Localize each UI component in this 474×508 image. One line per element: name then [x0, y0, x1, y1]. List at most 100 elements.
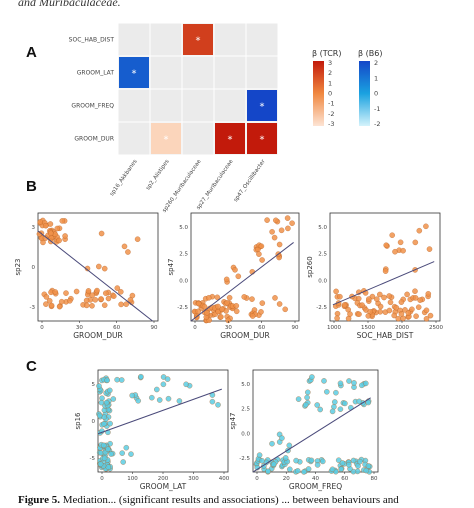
x-tick-label: 90	[151, 325, 158, 331]
y-tick-label: 0	[32, 265, 36, 271]
data-point	[48, 230, 54, 237]
data-point	[365, 463, 372, 469]
legend-b6-bar	[359, 61, 370, 126]
data-point	[423, 223, 429, 230]
data-point	[62, 233, 68, 239]
data-point	[335, 457, 342, 463]
legend-tcr-title: β (TCR)	[312, 49, 341, 58]
data-point	[282, 306, 288, 313]
heatmap-cell	[247, 123, 277, 154]
data-point	[386, 307, 393, 314]
data-point	[398, 311, 405, 317]
data-point	[219, 306, 225, 312]
data-point	[195, 300, 202, 307]
data-point	[309, 374, 315, 380]
x-axis-label: GROOM_LAT	[140, 482, 187, 491]
data-point	[233, 308, 240, 315]
heatmap-cell	[151, 123, 181, 154]
data-point	[125, 249, 131, 255]
y-tick-label: 5.0	[179, 225, 188, 231]
data-point	[409, 306, 415, 313]
data-point	[416, 227, 423, 234]
x-tick-label: 1000	[327, 325, 341, 331]
data-point	[342, 400, 348, 407]
data-point	[333, 389, 339, 396]
data-point	[129, 392, 135, 399]
data-point	[320, 458, 326, 465]
heatmap-significance-star: *	[260, 102, 265, 113]
data-point	[333, 288, 339, 295]
data-point	[114, 285, 121, 291]
data-point	[104, 377, 110, 384]
data-point	[67, 298, 73, 304]
x-tick-label: 0	[193, 325, 197, 331]
data-point	[317, 406, 323, 413]
y-tick-label: 5	[92, 382, 96, 388]
data-point	[276, 301, 283, 307]
data-point	[397, 239, 404, 246]
data-point	[387, 299, 394, 306]
data-point	[404, 291, 410, 298]
data-point	[128, 451, 134, 457]
data-point	[314, 462, 321, 468]
data-point	[301, 469, 307, 475]
data-point	[96, 263, 102, 270]
x-tick-label: 40	[312, 476, 319, 482]
data-point	[314, 402, 320, 408]
data-point	[256, 452, 263, 458]
heatmap-cell	[183, 24, 213, 55]
y-axis-label: sp47	[167, 259, 175, 276]
x-axis-label: GROOM_DUR	[220, 331, 270, 340]
y-tick-label: 5.0	[241, 382, 250, 388]
data-point	[94, 287, 100, 294]
data-point	[329, 408, 336, 415]
data-point	[118, 301, 124, 308]
data-point	[363, 380, 369, 387]
y-tick-label: -5	[90, 456, 96, 462]
data-point	[223, 276, 230, 283]
legend-tick-label: 2	[328, 69, 332, 77]
data-point	[101, 455, 108, 462]
data-point	[305, 466, 312, 472]
data-point	[154, 386, 160, 393]
panel-label-a: A	[26, 44, 37, 61]
y-tick-label: 5.0	[318, 225, 327, 231]
legend-tick-label: 0	[328, 90, 332, 98]
data-point	[226, 294, 233, 301]
y-tick-label: 0.0	[318, 278, 327, 284]
data-point	[339, 460, 346, 466]
data-point	[156, 397, 163, 403]
data-point	[271, 234, 278, 241]
legend-tick-label: 3	[328, 59, 332, 67]
data-point	[264, 217, 270, 223]
data-point	[206, 295, 212, 301]
data-point	[96, 383, 102, 389]
data-point	[105, 446, 111, 453]
data-point	[346, 378, 352, 384]
data-point	[232, 267, 238, 273]
panel-label-b: B	[26, 178, 37, 195]
data-point	[63, 290, 69, 296]
data-point	[204, 310, 210, 316]
legend-tick-label: 1	[374, 74, 378, 82]
data-point	[103, 290, 109, 296]
data-point	[337, 293, 343, 300]
data-point	[294, 468, 301, 474]
data-point	[138, 373, 144, 380]
data-point	[337, 406, 344, 412]
data-point	[52, 289, 59, 295]
data-point	[415, 304, 422, 310]
data-point	[423, 307, 430, 314]
data-point	[417, 297, 423, 303]
scatter-plot-2: 0 30 60 90 5.0 2.5 0.0 -2.5 GROOM_DUR sp47	[167, 212, 300, 340]
data-point	[279, 435, 285, 441]
data-point	[97, 461, 104, 467]
data-point	[271, 461, 277, 467]
data-point	[101, 421, 107, 427]
data-point	[382, 268, 389, 274]
data-point	[287, 466, 293, 473]
data-point	[119, 450, 125, 456]
x-tick-label: 1500	[361, 325, 375, 331]
